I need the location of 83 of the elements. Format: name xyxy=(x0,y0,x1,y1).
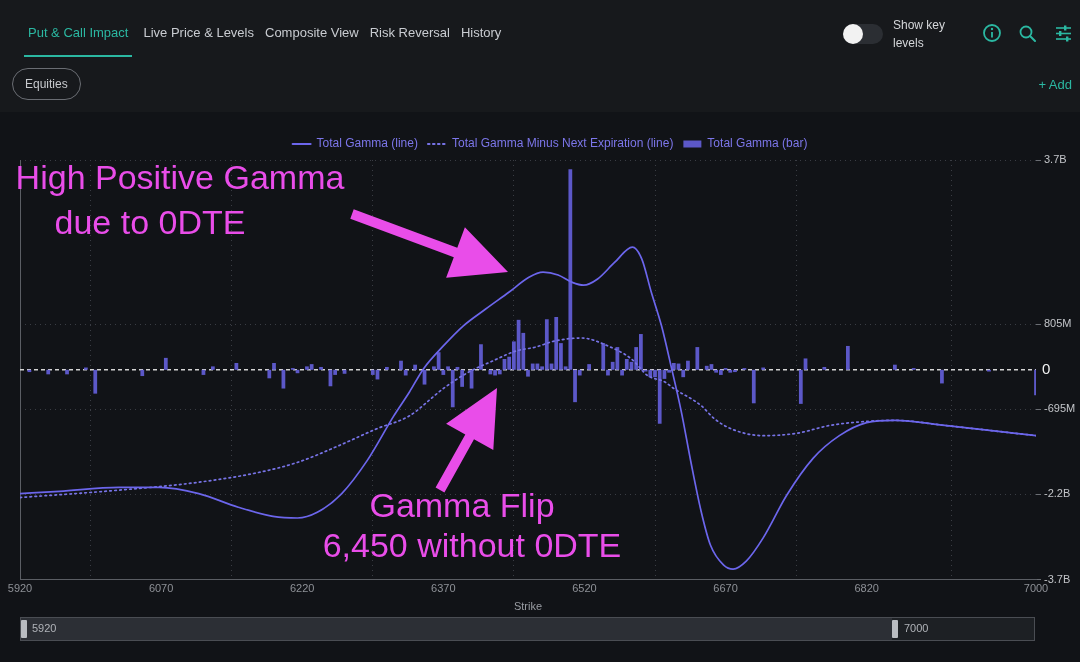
x-tick-label: 6070 xyxy=(148,582,174,595)
bar xyxy=(714,369,719,373)
text: + Add xyxy=(1038,77,1072,92)
x-tick-label: 6520 xyxy=(572,582,597,595)
x-tick-label: 5920 xyxy=(7,582,33,595)
bar xyxy=(460,369,465,387)
bar xyxy=(441,369,446,375)
bar xyxy=(399,360,403,370)
bar xyxy=(686,360,690,370)
bar xyxy=(718,369,723,375)
x-tick-label: 6220 xyxy=(289,582,315,595)
legend-label: Total Gamma Minus Next Expiration (line) xyxy=(451,136,674,151)
text: Put & Call Impact xyxy=(24,25,133,57)
text: 5920 xyxy=(32,622,57,634)
y-tick-label: 805M xyxy=(1044,317,1072,330)
bar xyxy=(267,369,272,379)
bar xyxy=(370,369,375,375)
text: Live Price & Levels xyxy=(143,25,254,40)
bar xyxy=(728,369,733,373)
bar xyxy=(479,344,483,370)
bar xyxy=(671,362,676,370)
x-axis-title: Strike xyxy=(513,600,543,613)
line-series xyxy=(20,246,1036,570)
bar xyxy=(822,366,827,370)
bar xyxy=(798,369,803,404)
text: 7000 xyxy=(904,622,929,634)
x-tick-label: 6370 xyxy=(431,582,456,595)
bar xyxy=(568,169,573,370)
bar xyxy=(845,345,850,370)
annotation: 6,450 without 0DTE xyxy=(322,526,622,564)
x-tick-label: 7000 xyxy=(1023,582,1049,595)
bar xyxy=(695,347,700,370)
bar xyxy=(403,369,408,376)
bar xyxy=(940,369,944,384)
bar xyxy=(46,369,51,375)
bar xyxy=(648,369,653,378)
bar xyxy=(893,364,897,370)
y-tick-label: 3.7B xyxy=(1044,153,1067,166)
bar xyxy=(65,369,69,375)
annotation: due to 0DTE xyxy=(54,203,246,241)
bar xyxy=(446,366,450,370)
bar xyxy=(526,369,530,377)
bar xyxy=(436,352,441,370)
bar xyxy=(163,357,168,370)
bar xyxy=(554,317,559,370)
x-tick-label: 6820 xyxy=(854,582,879,595)
bar xyxy=(601,343,606,370)
annotation: Gamma Flip xyxy=(369,486,555,524)
text: Composite View xyxy=(265,25,359,40)
legend-label: Total Gamma (line) xyxy=(316,136,418,151)
bar xyxy=(309,364,314,370)
ref-line-label: 0 xyxy=(1042,359,1051,377)
bar xyxy=(657,369,662,424)
bar xyxy=(450,369,455,408)
annotation: High Positive Gamma xyxy=(15,158,345,196)
bar xyxy=(587,364,592,370)
bar xyxy=(210,366,215,370)
text: Show key levels xyxy=(893,17,947,52)
text: History xyxy=(460,25,502,40)
bar xyxy=(385,366,389,370)
bar xyxy=(751,369,756,404)
bar xyxy=(488,369,493,375)
bar xyxy=(681,369,686,378)
text: Risk Reversal xyxy=(369,25,450,40)
bar xyxy=(234,362,239,370)
y-tick-label: -3.7B xyxy=(1044,572,1071,585)
y-tick-label: -695M xyxy=(1044,402,1076,415)
y-tick-label: -2.2B xyxy=(1044,487,1071,500)
bar xyxy=(530,363,535,370)
bar xyxy=(497,369,502,375)
bar xyxy=(272,362,276,370)
bar xyxy=(319,366,323,370)
bar xyxy=(413,364,417,370)
legend-label: Total Gamma (bar) xyxy=(707,136,808,151)
bar xyxy=(620,369,624,376)
bar xyxy=(140,369,145,377)
bar xyxy=(606,369,610,376)
bar xyxy=(615,347,620,370)
bar xyxy=(624,359,629,370)
bar xyxy=(704,365,709,370)
bar xyxy=(93,369,98,394)
bar xyxy=(544,319,549,370)
x-tick-label: 6670 xyxy=(713,582,738,595)
